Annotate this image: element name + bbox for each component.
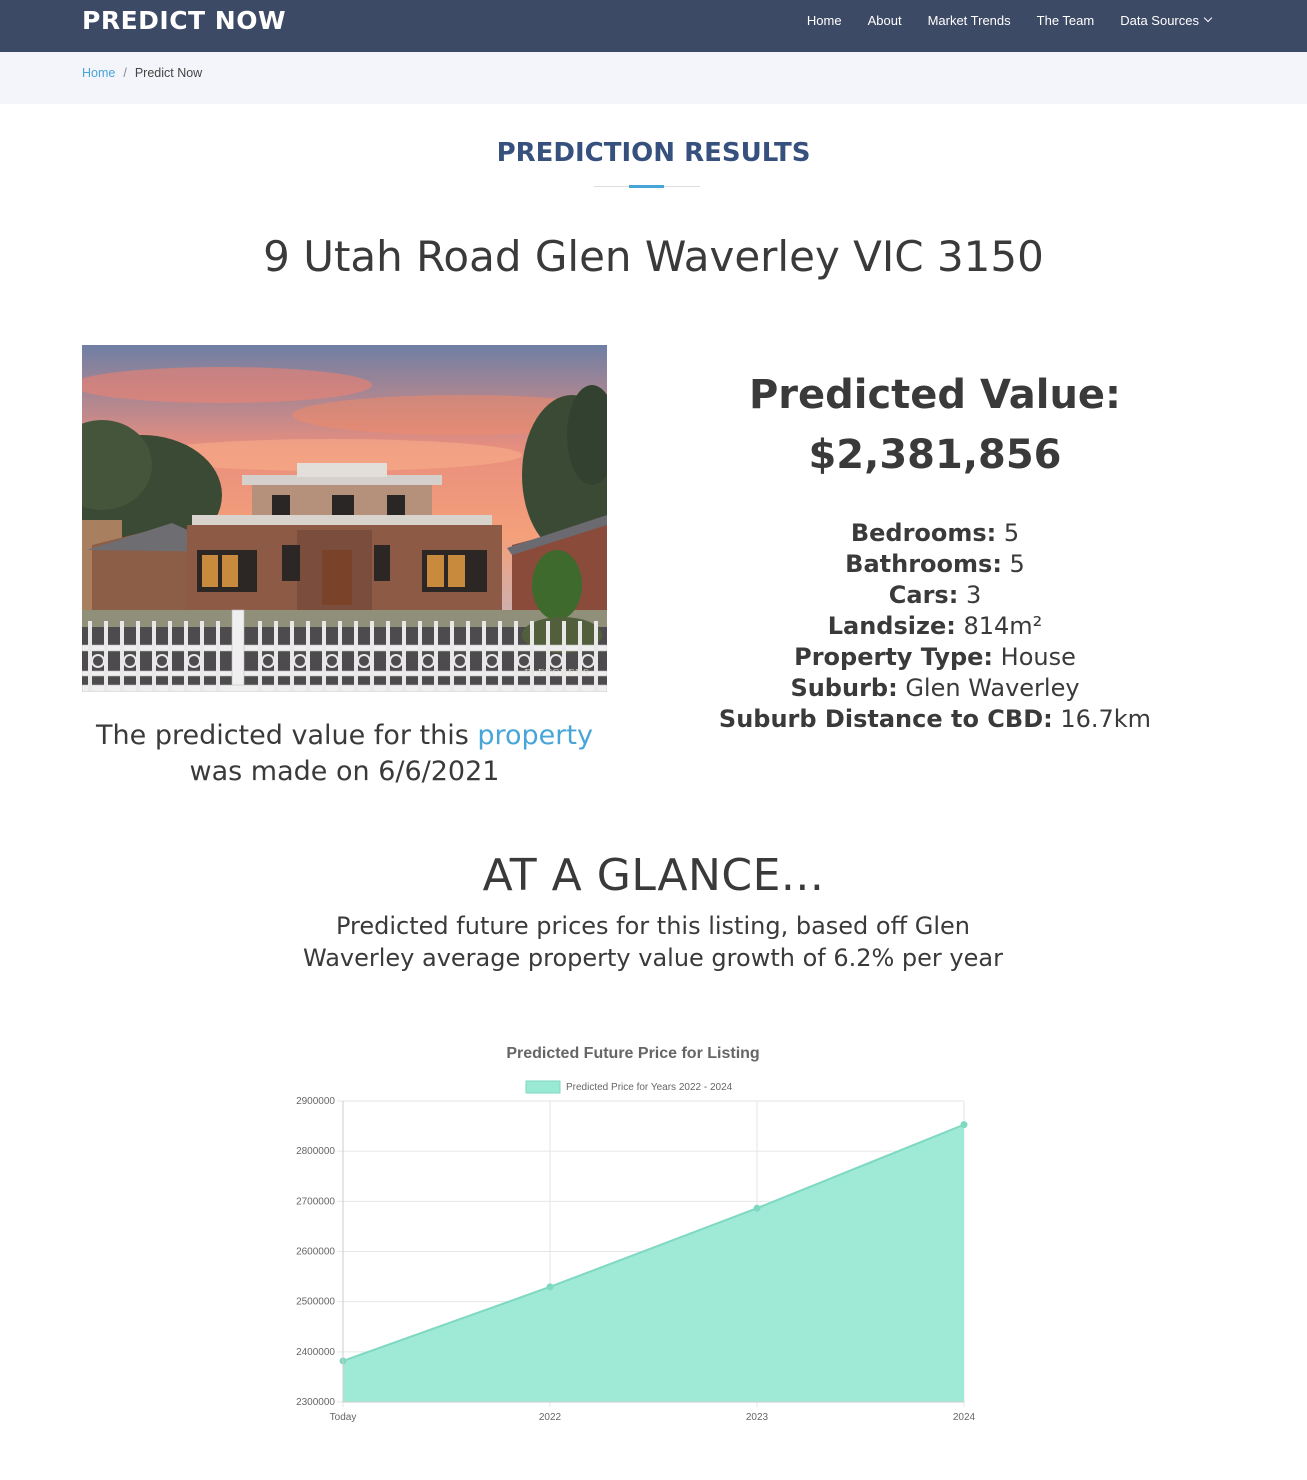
detail-value: 814m² xyxy=(955,612,1043,640)
breadcrumb-home-link[interactable]: Home xyxy=(82,66,116,80)
x-tick-label: Today xyxy=(330,1412,357,1423)
future-price-chart: Predicted Future Price for Listing Predi… xyxy=(270,1035,1000,1475)
data-point xyxy=(753,1204,761,1212)
chart-area-layer xyxy=(339,1121,968,1402)
nav-home[interactable]: Home xyxy=(806,12,842,28)
glance-title: AT A GLANCE... xyxy=(482,850,825,901)
top-navbar: PREDICT NOW Home About Market Trends The… xyxy=(0,0,1307,52)
y-tick-label: 2800000 xyxy=(296,1146,335,1157)
photo-watermark: FLETCHERS xyxy=(524,668,589,679)
breadcrumb: Home / Predict Now xyxy=(82,66,202,80)
detail-value: 3 xyxy=(958,581,982,609)
detail-landsize: Landsize: 814m² xyxy=(660,611,1210,642)
detail-bathrooms: Bathrooms: 5 xyxy=(660,549,1210,580)
nav-the-team[interactable]: The Team xyxy=(1036,12,1095,28)
detail-label: Cars: xyxy=(888,581,959,609)
nav-data-sources-label: Data Sources xyxy=(1120,12,1199,28)
detail-bedrooms: Bedrooms: 5 xyxy=(660,518,1210,549)
detail-value: House xyxy=(993,643,1076,671)
y-tick-label: 2700000 xyxy=(296,1196,335,1207)
predicted-value-label: Predicted Value: xyxy=(748,372,1122,418)
detail-value: 5 xyxy=(996,519,1020,547)
y-tick-label: 2500000 xyxy=(296,1297,335,1308)
property-photo: FLETCHERS xyxy=(82,345,607,692)
breadcrumb-current: Predict Now xyxy=(134,66,203,80)
x-tick-label: 2023 xyxy=(746,1412,769,1423)
breadcrumb-separator: / xyxy=(123,66,127,80)
y-tick-label: 2600000 xyxy=(296,1247,335,1258)
detail-value: 5 xyxy=(1001,550,1025,578)
section-title: PREDICTION RESULTS xyxy=(496,138,811,168)
detail-label: Bathrooms: xyxy=(845,550,1002,578)
y-tick-label: 2900000 xyxy=(296,1096,335,1107)
property-link[interactable]: property xyxy=(477,720,593,751)
nav-data-sources[interactable]: Data Sources xyxy=(1120,12,1213,28)
data-point xyxy=(546,1283,554,1291)
detail-label: Suburb Distance to CBD: xyxy=(718,705,1053,733)
breadcrumb-bar: Home / Predict Now xyxy=(0,52,1307,104)
detail-property-type: Property Type: House xyxy=(660,642,1210,673)
prediction-note: The predicted value for this property wa… xyxy=(82,718,607,790)
detail-label: Bedrooms: xyxy=(850,519,997,547)
detail-value: Glen Waverley xyxy=(897,674,1080,702)
detail-value: 16.7km xyxy=(1052,705,1152,733)
data-point xyxy=(960,1121,968,1129)
property-details: Bedrooms: 5 Bathrooms: 5 Cars: 3 Landsiz… xyxy=(660,518,1210,735)
x-tick-label: 2022 xyxy=(539,1412,562,1423)
chevron-down-icon xyxy=(1203,13,1213,23)
nav-about[interactable]: About xyxy=(867,12,902,28)
property-address: 9 Utah Road Glen Waverley VIC 3150 xyxy=(263,232,1044,281)
detail-cbd-distance: Suburb Distance to CBD: 16.7km xyxy=(660,704,1210,735)
nav-market-trends[interactable]: Market Trends xyxy=(927,12,1011,28)
legend-label[interactable]: Predicted Price for Years 2022 - 2024 xyxy=(566,1082,733,1093)
nav-links: Home About Market Trends The Team Data S… xyxy=(781,0,1213,40)
prediction-note-text: The predicted value for this xyxy=(96,720,478,751)
detail-label: Suburb: xyxy=(790,674,898,702)
y-tick-label: 2300000 xyxy=(296,1397,335,1408)
prediction-note-date: was made on 6/6/2021 xyxy=(189,756,500,787)
y-tick-label: 2400000 xyxy=(296,1347,335,1358)
section-divider-accent xyxy=(629,185,664,188)
detail-label: Property Type: xyxy=(794,643,994,671)
chart-title: Predicted Future Price for Listing xyxy=(506,1045,759,1062)
x-tick-label: 2024 xyxy=(953,1412,976,1423)
legend-swatch[interactable] xyxy=(525,1080,561,1094)
predicted-value: $2,381,856 xyxy=(808,432,1062,478)
brand-logo[interactable]: PREDICT NOW xyxy=(82,6,287,35)
glance-subtitle: Predicted future prices for this listing… xyxy=(303,912,1003,972)
detail-cars: Cars: 3 xyxy=(660,580,1210,611)
detail-suburb: Suburb: Glen Waverley xyxy=(660,673,1210,704)
detail-label: Landsize: xyxy=(827,612,956,640)
series-area xyxy=(343,1124,964,1402)
series-line xyxy=(342,1123,965,1362)
chart-svg: Predicted Future Price for Listing Predi… xyxy=(296,1045,975,1423)
chart-axes: 2900000 2800000 2700000 2600000 2500000 24000… xyxy=(296,1096,975,1423)
